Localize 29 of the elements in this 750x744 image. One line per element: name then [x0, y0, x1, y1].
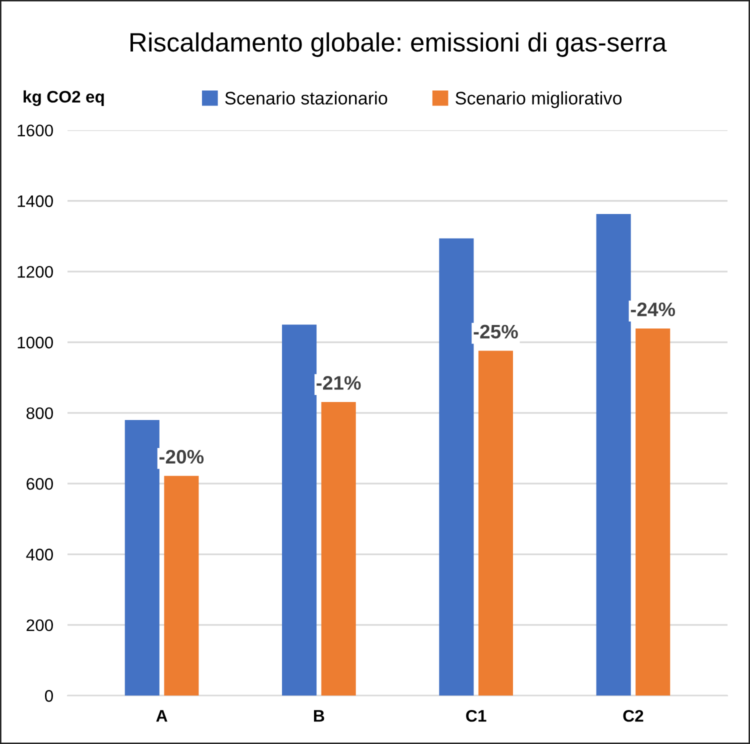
y-tick-label: 1200	[18, 266, 53, 278]
x-tick-label: A	[156, 710, 168, 722]
x-tick-label: C2	[623, 710, 644, 722]
y-tick-label: 1600	[18, 124, 53, 136]
x-tick-label: B	[314, 710, 324, 722]
bar	[164, 476, 199, 696]
legend-label: Scenario stazionario	[225, 91, 388, 105]
annotation: -25%	[474, 324, 518, 339]
chart-title: Riscaldamento globale: emissioni di gas-serra	[130, 32, 667, 57]
y-tick-label: 1000	[18, 336, 53, 348]
bar	[124, 420, 160, 696]
bar	[636, 328, 670, 696]
bar	[321, 402, 356, 696]
annotation: -24%	[630, 302, 676, 316]
y-tick-label: 600	[26, 478, 53, 490]
y-tick-label: 800	[26, 407, 53, 420]
y-tick-label: 200	[26, 619, 53, 632]
bar	[596, 214, 631, 696]
bar	[439, 238, 474, 696]
y-tick-label: 400	[26, 548, 53, 560]
annotation: -21%	[316, 376, 361, 390]
y-tick-label: 0	[44, 690, 53, 702]
y-tick-label: 1400	[18, 195, 53, 208]
bar	[478, 350, 513, 696]
legend-label: Scenario migliorativo	[456, 91, 622, 108]
x-tick-label: C1	[466, 710, 486, 722]
bar	[282, 324, 317, 696]
y-axis-title: kg CO2 eq	[24, 90, 104, 106]
annotation: -20%	[159, 450, 204, 464]
